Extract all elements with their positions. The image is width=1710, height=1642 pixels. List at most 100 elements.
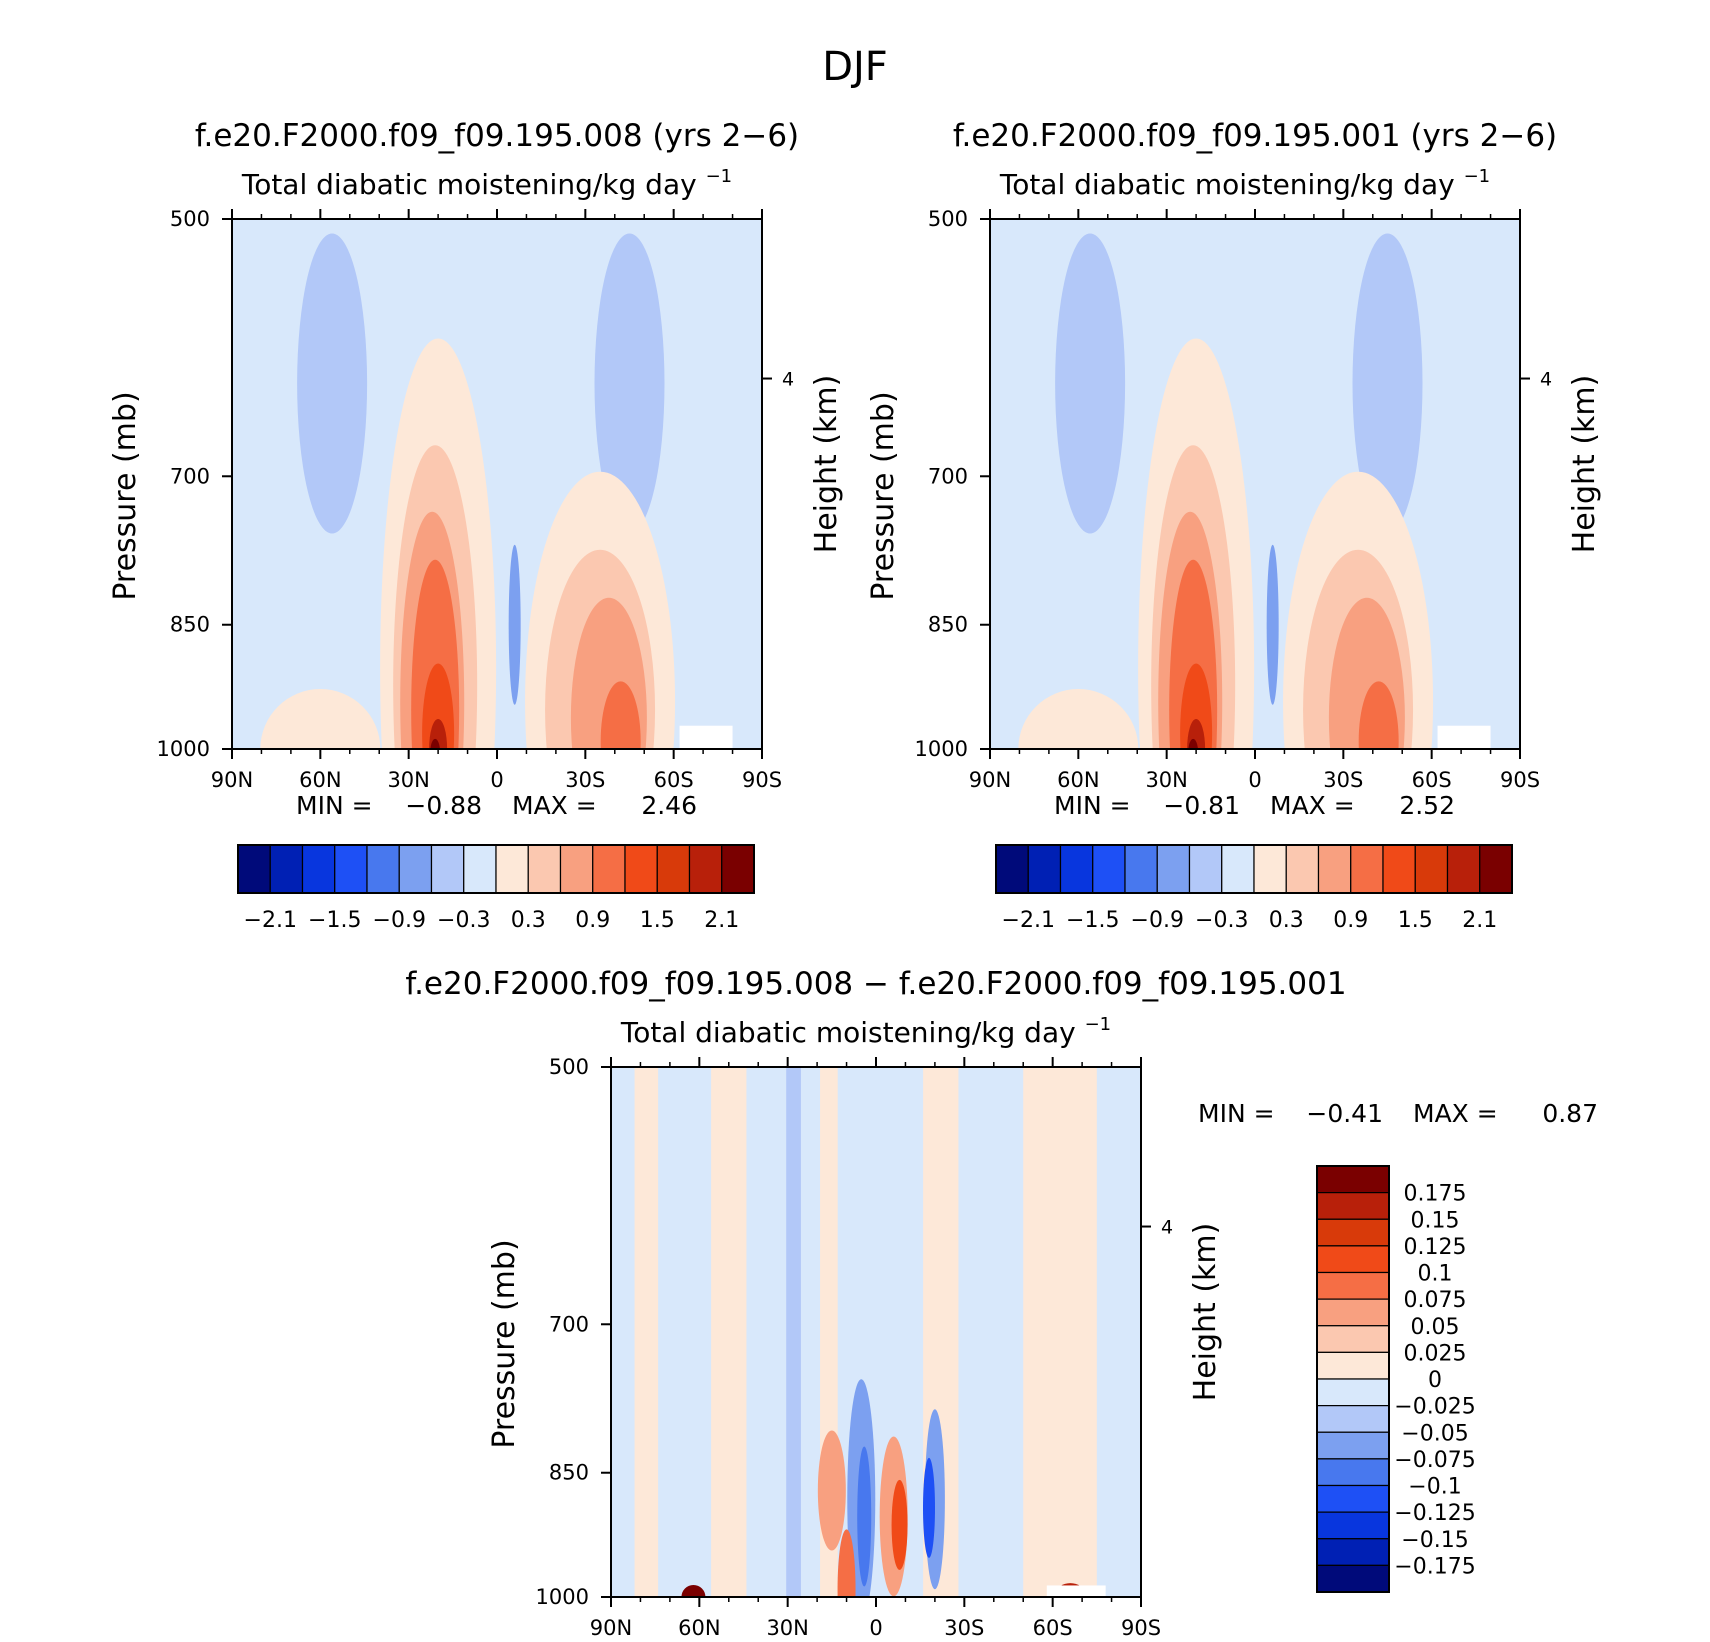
contour-band xyxy=(1079,1067,1097,1597)
max-label: MAX = xyxy=(512,791,597,820)
y-tick-label: 500 xyxy=(170,207,210,231)
contour-fill xyxy=(1188,738,1198,749)
colorbar-swatch xyxy=(1316,1192,1390,1220)
colorbar-label: −0.025 xyxy=(1394,1395,1475,1420)
colorbar-swatch xyxy=(269,844,304,894)
colorbar-label: 0.1 xyxy=(1418,1262,1453,1287)
y-tick-label: 700 xyxy=(549,1312,589,1336)
colorbar-swatch xyxy=(430,844,465,894)
colorbar-swatch xyxy=(463,844,497,894)
colorbar-swatch xyxy=(1316,1405,1390,1433)
colorbar-label: 0.3 xyxy=(1269,908,1304,933)
x-tick-label: 60N xyxy=(299,768,341,792)
colorbar-label: 0.05 xyxy=(1411,1315,1460,1340)
y2-axis-label: Height (km) xyxy=(1188,1223,1223,1402)
contour-fill xyxy=(260,689,381,749)
colorbar-swatch xyxy=(656,844,691,894)
colorbar-swatch xyxy=(1316,1458,1390,1487)
y-axis-label: Pressure (mb) xyxy=(108,391,143,600)
colorbar-frame xyxy=(995,844,1513,894)
colorbar-label: 0.15 xyxy=(1411,1208,1460,1233)
contour-negative xyxy=(1352,233,1423,534)
contour-negative xyxy=(1055,233,1126,534)
y-tick-label: 500 xyxy=(549,1055,589,1079)
colorbar-label: −0.9 xyxy=(1131,908,1184,933)
contour-band xyxy=(711,1067,747,1597)
min-value: −0.41 xyxy=(1306,1099,1383,1128)
contour-band xyxy=(786,1067,801,1597)
colorbar-swatch xyxy=(1124,844,1158,894)
y-tick-label: 700 xyxy=(170,464,210,488)
x-tick-label: 60N xyxy=(678,1616,720,1640)
max-label: MAX = xyxy=(1413,1099,1498,1128)
y2-axis-label: Height (km) xyxy=(809,375,844,554)
colorbar-label: −2.1 xyxy=(244,908,297,933)
contour-positive xyxy=(681,1585,706,1597)
contour-positive xyxy=(817,1430,846,1551)
x-tick-label: 0 xyxy=(490,768,503,792)
min-label: MIN = xyxy=(1198,1099,1275,1128)
colorbar-swatch xyxy=(1156,844,1191,894)
colorbar-swatch xyxy=(1221,844,1255,894)
colorbar-swatch xyxy=(1316,1165,1390,1194)
y-axis-label: Pressure (mb) xyxy=(866,391,901,600)
x-tick-label: 30N xyxy=(387,768,429,792)
colorbar-swatch xyxy=(398,844,433,894)
x-tick-label: 0 xyxy=(1248,768,1261,792)
colorbar-label: −0.3 xyxy=(1195,908,1248,933)
colorbar-label: 0.075 xyxy=(1404,1288,1467,1313)
x-tick-label: 90S xyxy=(1121,1616,1161,1640)
y-tick-label: 850 xyxy=(170,613,210,637)
colorbar-swatch xyxy=(1316,1271,1390,1300)
colorbar-label: −0.9 xyxy=(373,908,426,933)
colorbar-swatch xyxy=(1316,1484,1390,1513)
colorbar-swatch xyxy=(1316,1538,1390,1566)
colorbar-label: 0.175 xyxy=(1404,1182,1467,1207)
colorbar-label: 0.9 xyxy=(1333,908,1368,933)
x-tick-label: 30S xyxy=(944,1616,984,1640)
colorbar-swatch xyxy=(1316,1351,1390,1380)
x-tick-label: 30S xyxy=(565,768,605,792)
subtitle-exponent: −1 xyxy=(1085,1014,1112,1035)
x-tick-label: 30N xyxy=(766,1616,808,1640)
contour-band xyxy=(680,1067,695,1597)
contour-fill xyxy=(422,663,455,749)
y-tick-label: 850 xyxy=(928,613,968,637)
missing-data xyxy=(1046,1585,1106,1597)
colorbar-swatch xyxy=(1446,844,1481,894)
min-label: MIN = xyxy=(296,791,373,820)
colorbar-swatch xyxy=(592,844,626,894)
contour-negative xyxy=(297,233,368,534)
colorbar-swatch xyxy=(995,844,1029,894)
panel-subtitle: Total diabatic moistening/kg day −1 xyxy=(620,1014,1111,1049)
contour-negative xyxy=(923,1457,935,1558)
panel-subtitle: Total diabatic moistening/kg day −1 xyxy=(241,166,732,201)
max-label: MAX = xyxy=(1270,791,1355,820)
min-value: −0.81 xyxy=(1163,791,1240,820)
y-tick-label: 500 xyxy=(928,207,968,231)
colorbar-label: 0 xyxy=(1428,1368,1442,1393)
colorbar-swatch xyxy=(1316,1564,1390,1593)
y2-axis-label: Height (km) xyxy=(1567,375,1602,554)
colorbar-swatch xyxy=(1316,1298,1390,1327)
max-value: 2.52 xyxy=(1399,791,1455,820)
colorbar-swatch xyxy=(1382,844,1416,894)
y-tick-label: 1000 xyxy=(157,737,210,761)
panel-title: f.e20.F2000.f09_f09.195.008 (yrs 2−6) xyxy=(195,118,799,154)
min-value: −0.88 xyxy=(405,791,482,820)
colorbar-swatch xyxy=(1317,844,1352,894)
contour-band xyxy=(634,1067,659,1597)
colorbar-swatch xyxy=(1316,1431,1390,1460)
colorbar-swatch xyxy=(688,844,723,894)
contour-positive xyxy=(837,1529,856,1597)
colorbar-swatch xyxy=(366,844,400,894)
x-tick-label: 30S xyxy=(1323,768,1363,792)
colorbar-swatch xyxy=(1092,844,1126,894)
contour-fill xyxy=(600,681,641,749)
contour-positive xyxy=(891,1479,908,1570)
x-tick-label: 90N xyxy=(969,768,1011,792)
colorbar-swatch xyxy=(1479,844,1513,894)
colorbar-label: −1.5 xyxy=(308,908,361,933)
colorbar-label: −1.5 xyxy=(1066,908,1119,933)
x-tick-label: 60S xyxy=(654,768,694,792)
